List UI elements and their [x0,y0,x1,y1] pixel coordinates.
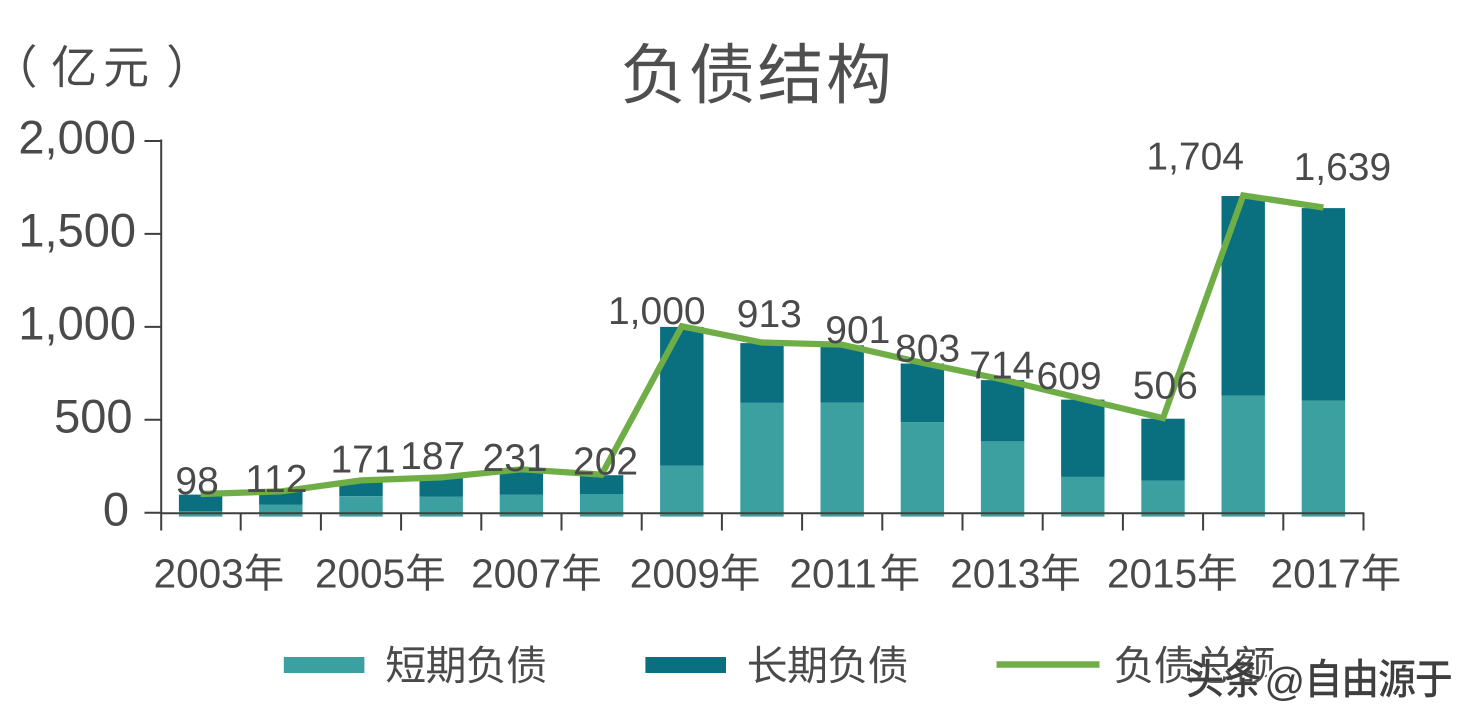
svg-text:98: 98 [175,460,218,503]
svg-text:171: 171 [330,438,395,481]
svg-text:0: 0 [103,482,129,535]
svg-text:2,000: 2,000 [18,111,136,164]
svg-text:1,704: 1,704 [1146,136,1244,179]
svg-text:901: 901 [825,309,890,352]
svg-text:609: 609 [1037,355,1102,398]
svg-text:@: @ [1265,661,1306,705]
svg-text:2007: 2007 [471,551,561,597]
svg-text:1,500: 1,500 [18,203,136,256]
svg-text:112: 112 [245,458,307,501]
svg-text:187: 187 [400,435,465,478]
svg-text:2003: 2003 [154,551,244,597]
svg-text:1,000: 1,000 [18,296,136,349]
svg-text:1,000: 1,000 [608,290,706,333]
svg-text:2009: 2009 [630,551,720,597]
svg-text:202: 202 [573,441,638,484]
svg-text:2015: 2015 [1107,551,1197,597]
svg-text:2011: 2011 [790,551,877,597]
svg-text:1,639: 1,639 [1294,146,1392,189]
svg-text:803: 803 [895,328,960,371]
svg-text:2005: 2005 [315,551,405,597]
svg-text:231: 231 [483,437,548,480]
svg-text:506: 506 [1133,365,1198,408]
svg-text:500: 500 [54,389,132,442]
svg-text:2017: 2017 [1271,551,1361,597]
svg-text:2013: 2013 [950,551,1040,597]
svg-text:@: @ [1265,661,1306,705]
svg-text:714: 714 [969,345,1034,388]
svg-text:913: 913 [737,293,802,336]
